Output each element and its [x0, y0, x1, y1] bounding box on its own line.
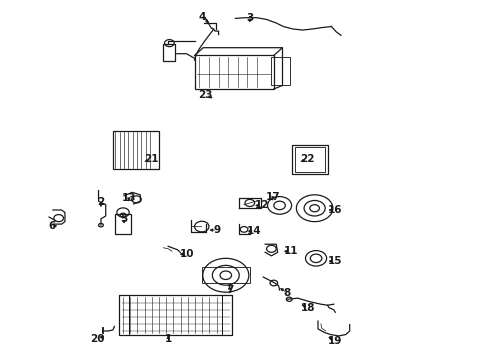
Text: 14: 14 [247, 226, 262, 236]
Bar [222, 295, 232, 334]
Text: 19: 19 [328, 336, 343, 346]
Bar [271, 57, 290, 85]
Text: 8: 8 [284, 288, 291, 298]
Text: 3: 3 [246, 13, 253, 23]
Text: 22: 22 [300, 154, 315, 164]
Text: 10: 10 [180, 249, 195, 259]
Text: 12: 12 [255, 201, 269, 210]
Text: 21: 21 [144, 154, 159, 164]
Text: 7: 7 [226, 285, 233, 295]
Bar [119, 295, 232, 334]
Text: 20: 20 [90, 334, 104, 345]
Text: 11: 11 [283, 246, 298, 256]
Text: 16: 16 [328, 205, 343, 215]
Text: 5: 5 [121, 214, 127, 224]
Text: 1: 1 [165, 334, 172, 345]
Bar [119, 295, 129, 334]
Text: 23: 23 [198, 90, 213, 100]
Bar [115, 214, 131, 234]
Bar [295, 147, 325, 171]
Text: 4: 4 [198, 12, 205, 22]
Bar [113, 131, 159, 170]
Text: 9: 9 [214, 225, 220, 235]
Text: 17: 17 [266, 192, 280, 202]
Text: 15: 15 [328, 256, 343, 266]
Text: 6: 6 [49, 221, 55, 231]
Bar [195, 55, 274, 89]
Text: 18: 18 [301, 303, 316, 313]
Bar [292, 145, 328, 174]
Text: 13: 13 [122, 193, 136, 203]
Bar [163, 44, 175, 61]
Text: 2: 2 [98, 197, 104, 207]
Bar [202, 267, 250, 283]
